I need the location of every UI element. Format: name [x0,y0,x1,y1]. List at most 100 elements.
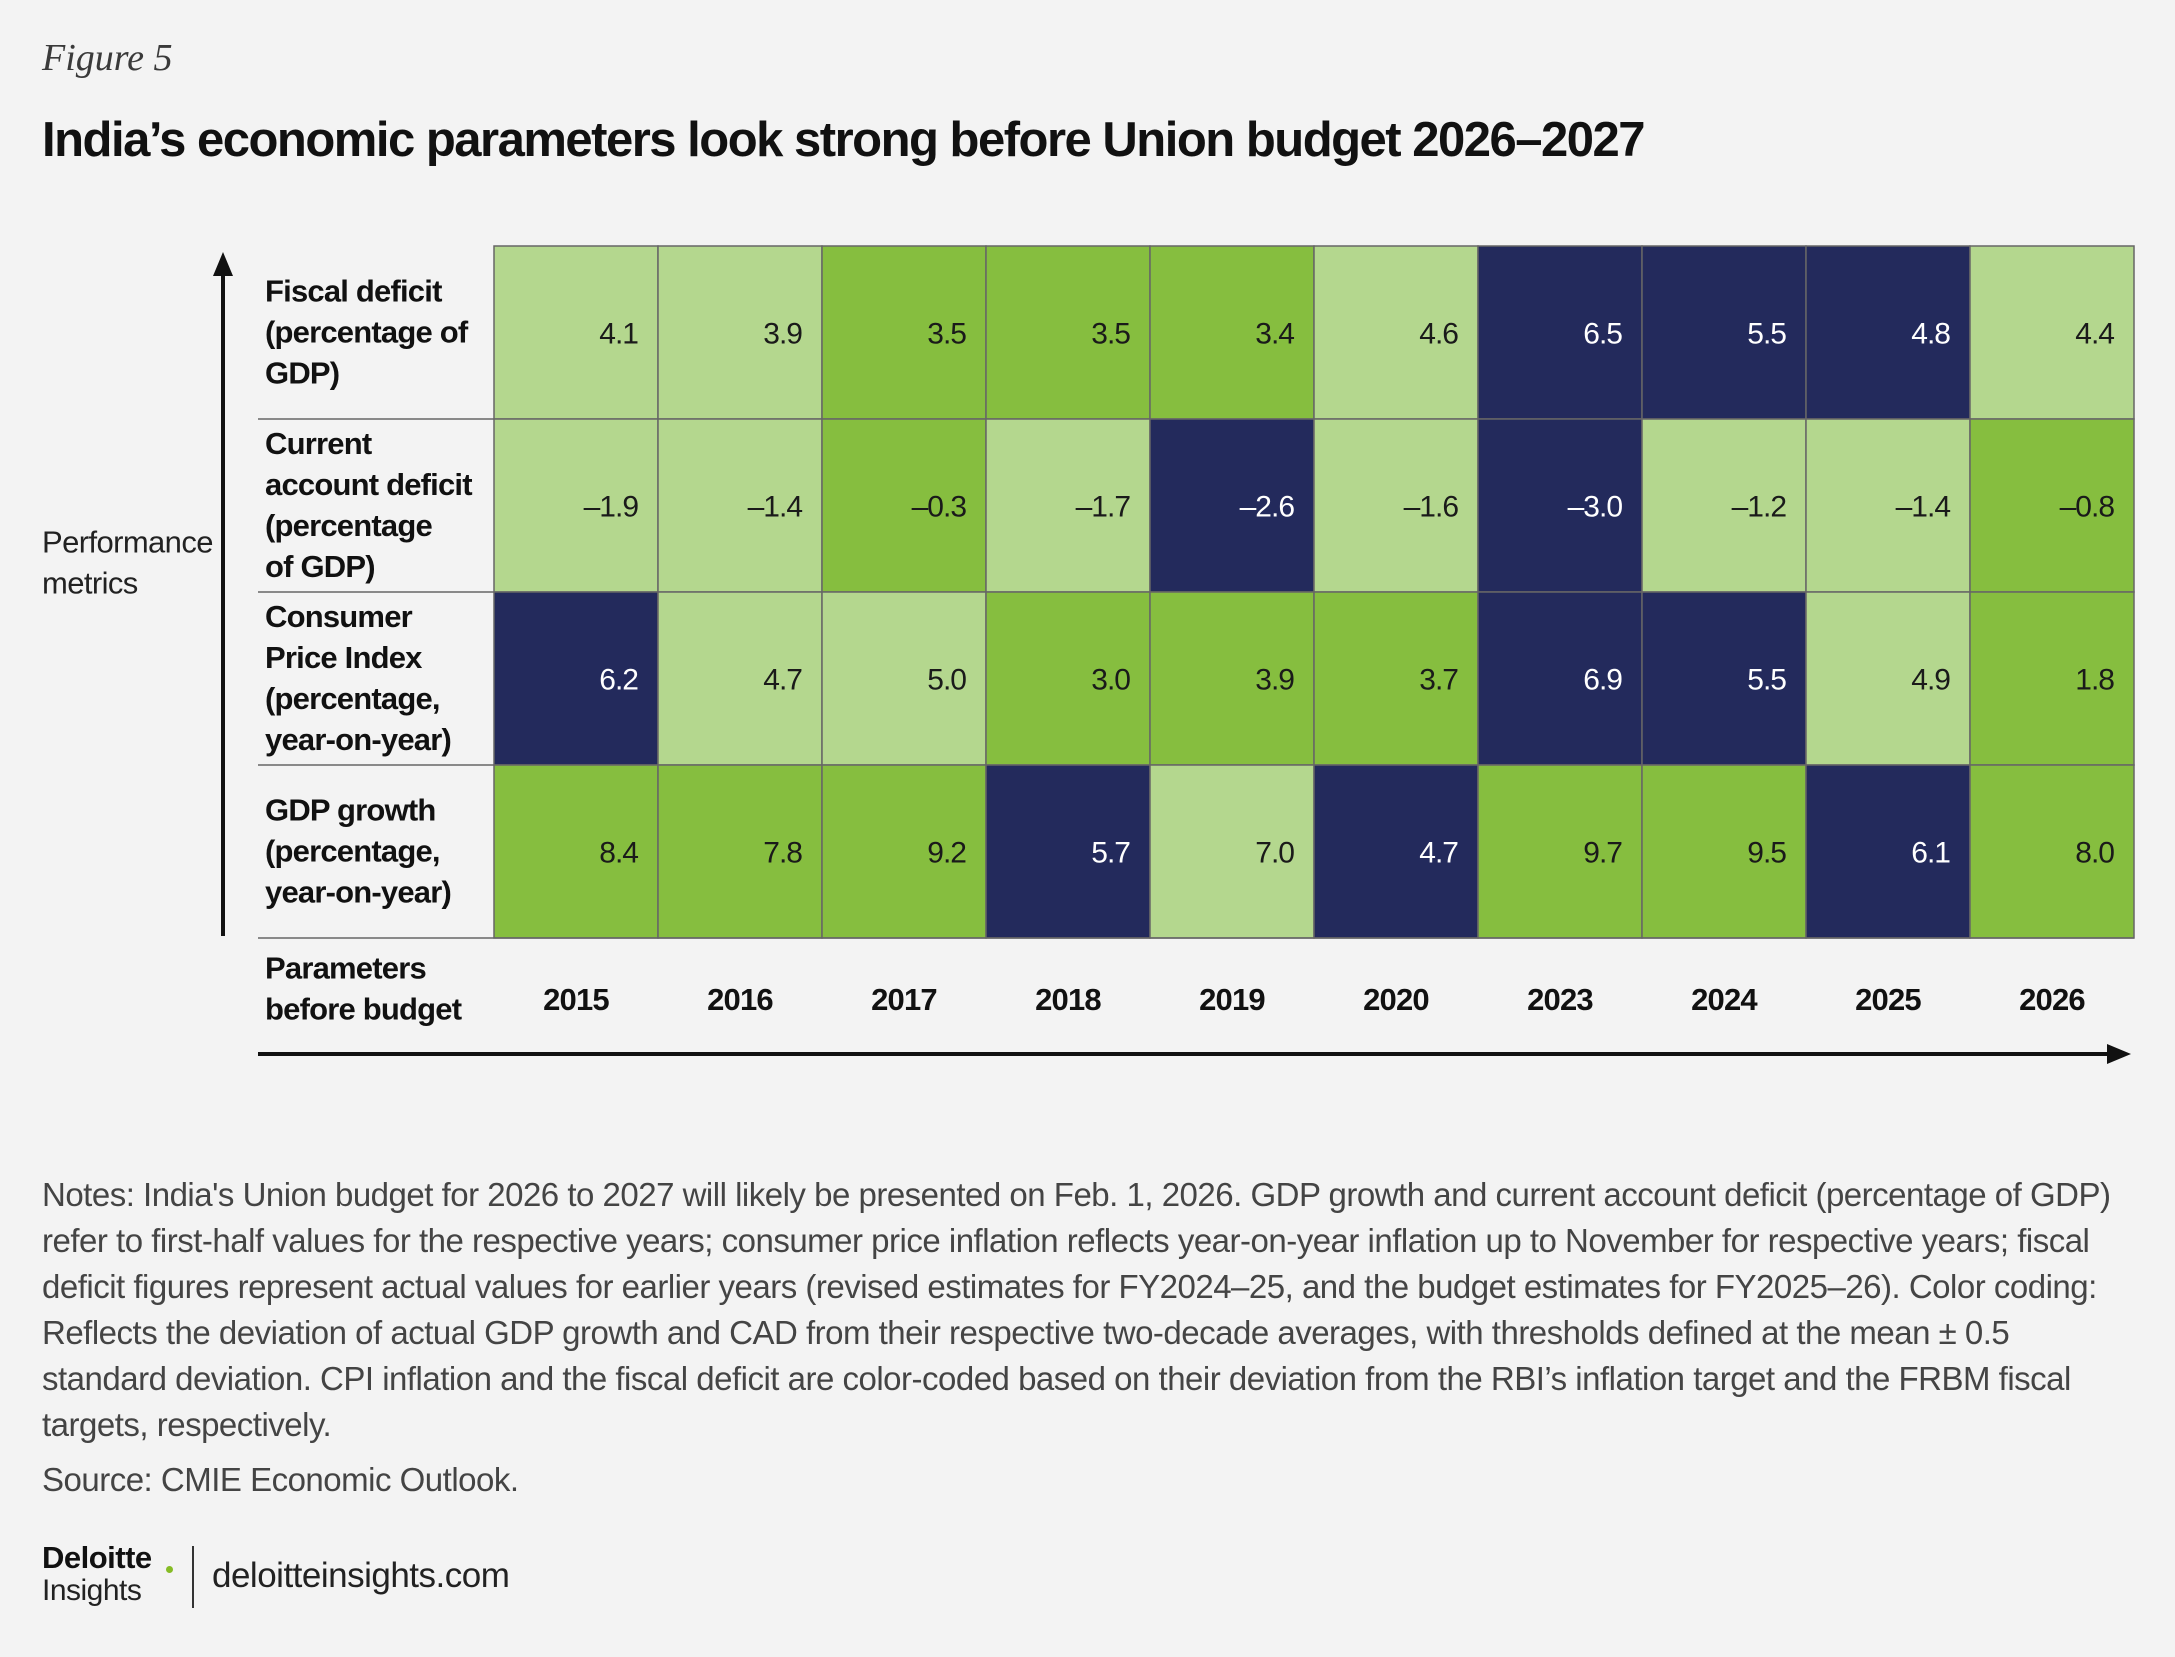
cell-value: –0.8 [2060,491,2115,524]
cell-value: 5.7 [1091,837,1130,870]
cell-value: 3.0 [1091,664,1130,697]
row-label: Consumer Price Index (percentage, year-on-y… [265,599,451,757]
heatmap-cell [493,764,659,939]
heatmap-cell [1313,591,1479,766]
cell-value: 8.4 [599,837,638,870]
heatmap-cell [985,591,1151,766]
heatmap-cell [1477,418,1643,593]
heatmap-cell [1969,764,2135,939]
cell-value: 9.5 [1747,837,1786,870]
logo-sub-text: Insights [42,1574,142,1607]
cell-value: 1.8 [2075,664,2114,697]
heatmap-cell [1313,764,1479,939]
cell-value: 5.0 [927,664,966,697]
cell-value: –1.2 [1732,491,1787,524]
year-tick-label: 2025 [1855,982,1921,1017]
year-tick-label: 2020 [1363,982,1429,1017]
cell-value: –1.4 [1896,491,1951,524]
site-link[interactable]: deloitteinsights.com [212,1556,510,1595]
footer-divider [192,1546,194,1608]
logo-brand-text: Deloitte [42,1540,152,1575]
cell-value: 9.7 [1583,837,1622,870]
cell-value: 4.1 [599,318,638,351]
cell-value: 3.7 [1419,664,1458,697]
y-axis-label: Performance metrics [42,525,213,601]
chart-notes: Notes: India's Union budget for 2026 to … [42,1176,2111,1443]
chart-source: Source: CMIE Economic Outlook. [42,1461,519,1498]
x-axis-arrowhead [2107,1044,2131,1064]
cell-value: 8.0 [2075,837,2114,870]
cell-value: 6.5 [1583,318,1622,351]
figure-label: Figure 5 [42,37,173,79]
cell-value: 9.2 [927,837,966,870]
heatmap-cell [657,764,823,939]
cell-value: 3.4 [1255,318,1294,351]
year-tick-label: 2026 [2019,982,2085,1017]
heatmap-cell [657,418,823,593]
cell-value: –0.3 [912,491,967,524]
cell-value: 6.1 [1911,837,1950,870]
cell-value: 4.7 [1419,837,1458,870]
row-label: Fiscal deficit (percentage of GDP) [265,274,469,391]
heatmap-cell [1313,245,1479,420]
year-tick-label: 2023 [1527,982,1593,1017]
cell-value: 6.9 [1583,664,1622,697]
heatmap-cell [985,245,1151,420]
cell-value: 4.6 [1419,318,1458,351]
heatmap-cell [1149,764,1315,939]
row-label: GDP growth (percentage, year-on-year) [265,793,451,910]
heatmap-cell [821,764,987,939]
cell-value: –1.6 [1404,491,1459,524]
cell-value: 3.9 [763,318,802,351]
cell-value: 4.8 [1911,318,1950,351]
y-axis-arrowhead [213,252,233,276]
logo-green-dot [166,1566,173,1573]
cell-value: 6.2 [599,664,638,697]
chart-title: India’s economic parameters look strong … [42,113,1646,167]
deloitte-insights-logo: Deloitte Insights [42,1540,182,1610]
cell-value: 5.5 [1747,318,1786,351]
cell-value: –1.7 [1076,491,1131,524]
heatmap-cell [985,418,1151,593]
heatmap-chart: 4.1 3.9 3.5 3.5 3.4 4.6 6.5 5.5 4.8 4.4 –1.9 –1.4 –0… [42,245,2135,1064]
heatmap-cell [1969,591,2135,766]
x-axis-label: Parameters before budget [265,951,462,1027]
year-tick-label: 2019 [1199,982,1265,1017]
heatmap-cell [1149,591,1315,766]
heatmap-cell [1641,245,1807,420]
cell-value: –1.9 [584,491,639,524]
cell-value: 7.8 [763,837,802,870]
cell-value: 7.0 [1255,837,1294,870]
heatmap-cell [1641,764,1807,939]
heatmap-cell [493,591,659,766]
heatmap-cell [1969,245,2135,420]
heatmap-cell [821,245,987,420]
cell-value: 5.5 [1747,664,1786,697]
cell-value: 3.9 [1255,664,1294,697]
heatmap-cell [821,591,987,766]
cell-value: 3.5 [1091,318,1130,351]
heatmap-cell [1641,418,1807,593]
year-tick-label: 2018 [1035,982,1101,1017]
heatmap-cell [821,418,987,593]
heatmap-cell [1477,245,1643,420]
year-tick-label: 2016 [707,982,773,1017]
year-tick-label: 2024 [1691,982,1758,1017]
cell-value: 4.7 [763,664,802,697]
year-tick-label: 2015 [543,982,609,1017]
heatmap-cell [1477,591,1643,766]
heatmap-cell [493,418,659,593]
cell-value: –3.0 [1568,491,1623,524]
cell-value: –1.4 [748,491,803,524]
row-label: Current account deficit (percentage of GDP) [265,426,472,584]
year-tick-label: 2017 [871,982,937,1017]
heatmap-cell [1641,591,1807,766]
cell-value: 4.9 [1911,664,1950,697]
heatmap-cell [985,764,1151,939]
cell-value: 4.4 [2075,318,2114,351]
cell-value: 3.5 [927,318,966,351]
heatmap-cell [1969,418,2135,593]
heatmap-cell [1149,245,1315,420]
cell-value: –2.6 [1240,491,1295,524]
heatmap-cell [1477,764,1643,939]
